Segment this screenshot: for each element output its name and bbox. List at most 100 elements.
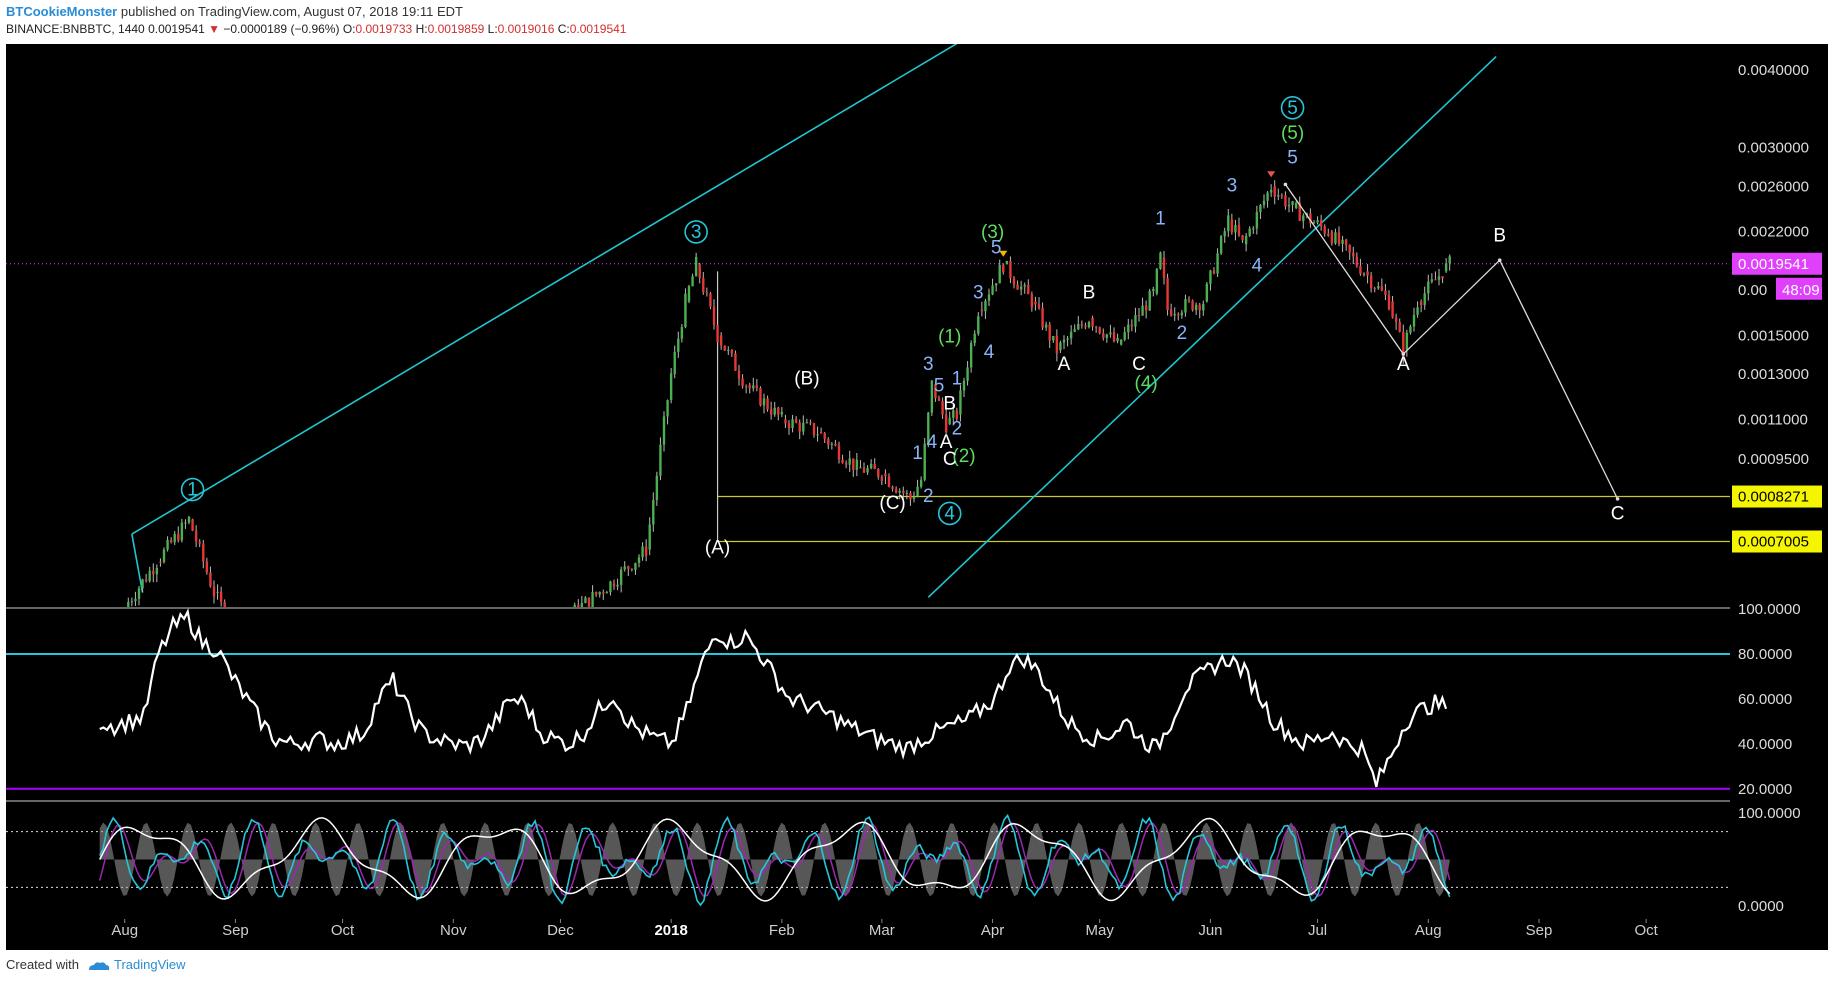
- candle-body: [1073, 329, 1076, 332]
- candle-body: [966, 367, 969, 381]
- wave-label: 2: [952, 419, 963, 440]
- candle-body: [1237, 225, 1241, 236]
- wave-label: 3: [691, 222, 702, 243]
- open-value: 0.0019733: [355, 22, 413, 36]
- candle-body: [1130, 324, 1134, 327]
- candle-body: [980, 309, 984, 312]
- candle-body: [773, 407, 776, 415]
- candle-body: [1041, 307, 1044, 328]
- candle-body: [1298, 202, 1301, 221]
- candle-body: [727, 349, 730, 351]
- candle-body: [1152, 289, 1155, 291]
- x-tick-label: Sep: [222, 922, 249, 939]
- wave-label: C: [1611, 503, 1625, 524]
- candle-body: [827, 439, 830, 445]
- wave-label: 5: [991, 237, 1002, 258]
- author-link[interactable]: BTCookieMonster: [6, 4, 118, 19]
- candle-body: [894, 488, 898, 493]
- wave-label: A: [1058, 354, 1071, 375]
- candle-body: [1166, 277, 1169, 311]
- projection-point: [1615, 497, 1620, 501]
- candle-body: [1184, 299, 1187, 313]
- candle-body: [634, 562, 637, 570]
- candle-body: [719, 335, 723, 346]
- candle-body: [641, 546, 644, 558]
- candle-body: [1241, 235, 1244, 241]
- stoch-rsi-pane[interactable]: [6, 813, 1730, 907]
- x-tick-label: Mar: [869, 922, 895, 939]
- candle-body: [777, 407, 780, 415]
- candle-body: [1294, 202, 1298, 209]
- price-pane[interactable]: 1345(5)(3)(1)(2)(4)(A)(B)(C)12345ABC1234…: [6, 0, 1730, 646]
- candle-body: [1437, 276, 1441, 280]
- rsi-tick-label: 80.0000: [1738, 646, 1792, 663]
- candle-body: [1059, 342, 1062, 351]
- wave-label: 5: [1287, 98, 1298, 119]
- candle-body: [1291, 201, 1294, 205]
- wave-label: (3): [981, 222, 1004, 243]
- candle-body: [1034, 301, 1037, 305]
- candle-body: [891, 486, 894, 489]
- open-label: O:: [342, 22, 356, 36]
- trendline: [131, 44, 958, 535]
- candle-body: [709, 293, 712, 307]
- price-tick-label: 0.0015000: [1738, 327, 1809, 344]
- candle-body: [1052, 336, 1055, 341]
- level-tag: [1732, 530, 1822, 553]
- wave-label: C: [943, 449, 957, 470]
- candle-body: [702, 277, 705, 293]
- chart-header: BTCookieMonster published on TradingView…: [0, 0, 1828, 42]
- candle-body: [591, 591, 594, 607]
- x-tick-label: Oct: [1634, 922, 1658, 939]
- candle-body: [1109, 332, 1112, 335]
- wave-label: 4: [984, 342, 995, 363]
- x-tick-label: Nov: [440, 922, 467, 939]
- candle-body: [1234, 225, 1237, 233]
- candle-body: [694, 256, 698, 277]
- candle-body: [1416, 307, 1419, 315]
- candle-body: [1112, 332, 1116, 342]
- candle-body: [169, 539, 173, 543]
- rsi-pane[interactable]: [6, 608, 1730, 790]
- last-value: 0.0019541: [148, 22, 205, 36]
- low-value: 0.0019016: [497, 22, 555, 36]
- candle-body: [1359, 265, 1362, 274]
- candle-body: [1352, 252, 1355, 257]
- candle-body: [877, 469, 880, 477]
- candle-body: [1144, 305, 1148, 311]
- candle-body: [1394, 317, 1398, 323]
- level-tag-label: 0.0008271: [1738, 489, 1809, 506]
- candle-body: [1016, 284, 1019, 290]
- level-tag: [1732, 485, 1822, 508]
- candle-body: [152, 570, 155, 575]
- candle-body: [705, 292, 709, 294]
- candle-body: [1330, 231, 1334, 244]
- wave-label: B: [1493, 226, 1506, 247]
- candle-body: [1409, 326, 1412, 333]
- candle-body: [1230, 219, 1234, 233]
- candle-body: [998, 264, 1001, 284]
- candle-body: [205, 561, 209, 573]
- tradingview-link[interactable]: TradingView: [114, 957, 186, 972]
- candle-body: [837, 445, 841, 460]
- candle-body: [841, 459, 844, 463]
- candle-body: [1155, 268, 1159, 294]
- candle-body: [884, 473, 887, 477]
- candle-body: [1205, 283, 1209, 302]
- candle-body: [1169, 309, 1173, 316]
- candle-body: [155, 568, 159, 575]
- wave-label: 3: [1227, 176, 1238, 197]
- candle-body: [1405, 332, 1409, 351]
- candle-body: [1337, 232, 1341, 244]
- candle-body: [162, 549, 166, 563]
- candle-body: [1312, 222, 1316, 224]
- candle-body: [1259, 205, 1262, 212]
- stoch-d-line: [98, 821, 1451, 898]
- change-down-icon: ▼: [208, 22, 221, 36]
- candle-body: [616, 584, 619, 587]
- candle-body: [159, 561, 162, 563]
- candle-body: [1116, 337, 1119, 342]
- candle-body: [852, 458, 855, 470]
- candle-body: [619, 569, 623, 585]
